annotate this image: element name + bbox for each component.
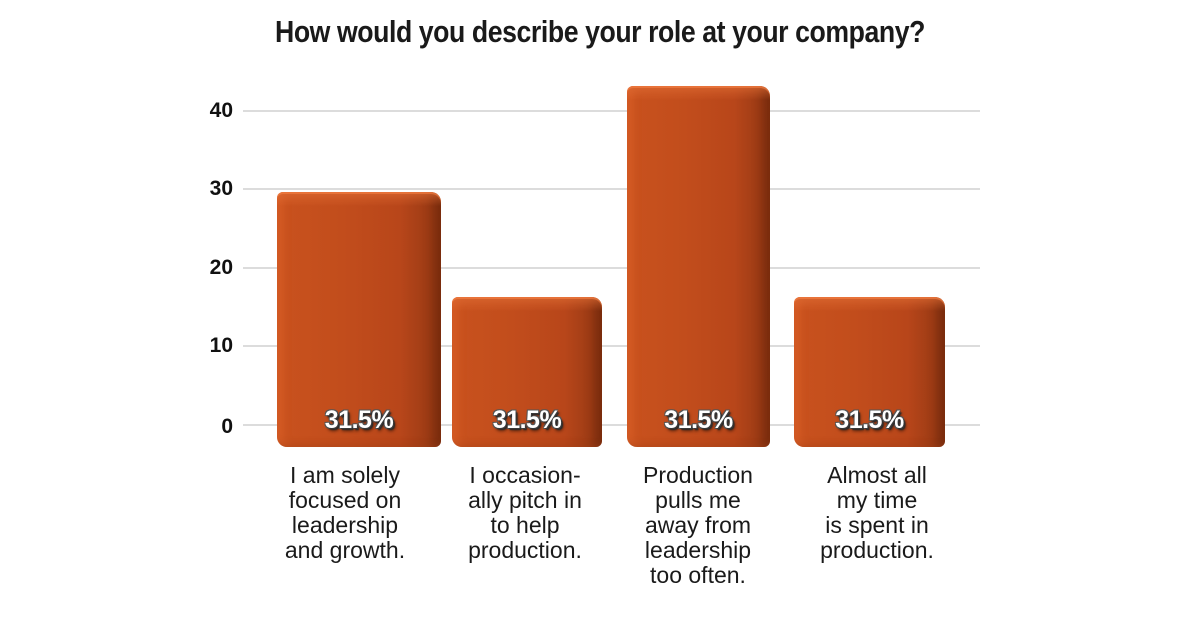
bar-value-label: 31.5% bbox=[492, 406, 562, 434]
bar-production-pulls-away: 31.5% bbox=[627, 86, 770, 447]
y-tick-20: 20 bbox=[209, 256, 233, 279]
gridline-30 bbox=[243, 188, 980, 190]
y-tick-40: 40 bbox=[209, 99, 233, 122]
chart-title: How would you describe your role at your… bbox=[275, 14, 925, 49]
bar-value-label: 31.5% bbox=[664, 406, 733, 434]
y-tick-30: 30 bbox=[209, 177, 233, 200]
category-label-mostly-production: Almost all my time is spent in productio… bbox=[820, 462, 934, 563]
bar-value-label: 31.5% bbox=[324, 406, 394, 434]
bar-leadership-growth: 31.5% bbox=[277, 192, 441, 447]
y-tick-0: 0 bbox=[221, 415, 233, 438]
gridline-40 bbox=[243, 110, 980, 112]
gridline-20 bbox=[243, 267, 980, 269]
bar-value-label: 31.5% bbox=[835, 406, 904, 434]
bar-occasionally-pitch-in: 31.5% bbox=[452, 297, 602, 447]
gridline-0 bbox=[243, 424, 980, 426]
category-label-occasionally-pitch-in: I occasion- ally pitch in to help produc… bbox=[468, 462, 582, 563]
category-label-production-pulls-away: Production pulls me away from leadership… bbox=[643, 462, 753, 588]
category-label-leadership-growth: I am solely focused on leadership and gr… bbox=[284, 462, 406, 563]
bar-mostly-production: 31.5% bbox=[794, 297, 945, 447]
y-tick-10: 10 bbox=[209, 334, 233, 357]
gridline-10 bbox=[243, 345, 980, 347]
